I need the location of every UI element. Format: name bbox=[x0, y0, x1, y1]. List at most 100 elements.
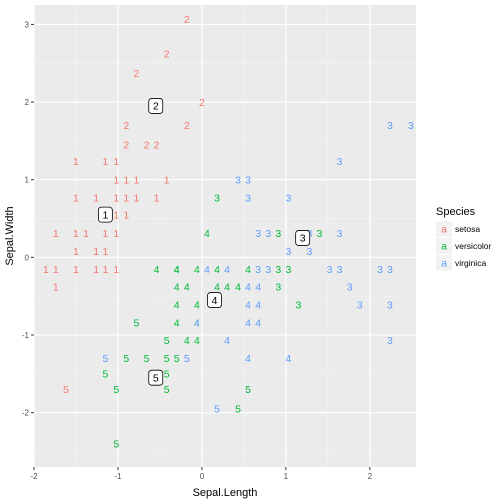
data-point-virginica: 3 bbox=[245, 192, 251, 204]
data-point-versicolor: 4 bbox=[214, 282, 220, 294]
x-tick-label: 1 bbox=[284, 472, 289, 481]
data-point-setosa: 1 bbox=[53, 228, 59, 240]
data-point-setosa: 1 bbox=[134, 175, 140, 187]
centroid-label: 3 bbox=[300, 233, 306, 245]
legend-key-bg bbox=[436, 255, 452, 271]
data-point-setosa: 1 bbox=[102, 228, 108, 240]
data-point-virginica: 3 bbox=[387, 120, 393, 132]
data-point-setosa: 2 bbox=[134, 68, 140, 80]
data-point-setosa: 1 bbox=[43, 264, 49, 276]
centroid-box bbox=[97, 206, 113, 223]
grid-lines bbox=[33, 5, 416, 467]
data-point-virginica: 3 bbox=[387, 264, 393, 276]
data-point-versicolor: 4 bbox=[235, 282, 241, 294]
data-point-versicolor: 5 bbox=[164, 335, 170, 347]
data-point-virginica: 5 bbox=[102, 353, 108, 365]
data-point-setosa: 2 bbox=[123, 140, 129, 152]
data-point-virginica: 3 bbox=[255, 264, 261, 276]
data-point-setosa: 5 bbox=[63, 384, 69, 396]
data-point-setosa: 1 bbox=[102, 246, 108, 258]
data-point-virginica: 4 bbox=[245, 282, 251, 294]
data-point-virginica: 3 bbox=[357, 300, 363, 312]
data-point-virginica: 3 bbox=[377, 264, 383, 276]
data-point-setosa: 1 bbox=[102, 156, 108, 168]
data-point-setosa: 1 bbox=[113, 209, 119, 221]
data-point-setosa: 1 bbox=[73, 228, 79, 240]
data-point-virginica: 4 bbox=[255, 317, 261, 329]
data-point-setosa: 2 bbox=[154, 140, 160, 152]
legend-key-bg bbox=[436, 238, 452, 254]
data-point-versicolor: 4 bbox=[245, 264, 251, 276]
data-point-setosa: 1 bbox=[73, 246, 79, 258]
data-point-versicolor: 5 bbox=[235, 404, 241, 416]
centroid-label: 5 bbox=[153, 373, 159, 385]
data-point-virginica: 3 bbox=[337, 264, 343, 276]
data-point-virginica: 3 bbox=[285, 192, 291, 204]
data-point-virginica: 3 bbox=[327, 264, 333, 276]
centroid-label: 4 bbox=[212, 295, 218, 307]
x-tick-label: -2 bbox=[30, 472, 38, 481]
data-point-versicolor: 3 bbox=[285, 264, 291, 276]
data-point-versicolor: 4 bbox=[174, 317, 180, 329]
y-tick-label: -1 bbox=[22, 331, 30, 340]
data-point-virginica: 4 bbox=[204, 264, 210, 276]
data-point-virginica: 3 bbox=[306, 246, 312, 258]
y-tick-label: 2 bbox=[25, 98, 30, 107]
data-point-virginica: 3 bbox=[265, 264, 271, 276]
data-point-versicolor: 4 bbox=[154, 264, 160, 276]
data-point-versicolor: 3 bbox=[275, 228, 281, 240]
data-point-setosa: 1 bbox=[73, 192, 79, 204]
data-point-setosa: 1 bbox=[53, 264, 59, 276]
legend-key-versicolor: a bbox=[441, 241, 447, 253]
centroid-label: 1 bbox=[102, 209, 108, 221]
data-point-versicolor: 5 bbox=[174, 353, 180, 365]
data-point-versicolor: 5 bbox=[134, 317, 140, 329]
panel-background bbox=[34, 5, 416, 467]
data-point-virginica: 3 bbox=[285, 246, 291, 258]
data-point-virginica: 4 bbox=[285, 353, 291, 365]
data-point-virginica: 4 bbox=[194, 317, 200, 329]
data-point-setosa: 1 bbox=[113, 264, 119, 276]
data-point-setosa: 2 bbox=[164, 49, 170, 61]
y-tick-label: 0 bbox=[25, 253, 30, 262]
data-point-virginica: 3 bbox=[408, 120, 414, 132]
data-point-versicolor: 4 bbox=[194, 335, 200, 347]
data-point-virginica: 4 bbox=[224, 335, 230, 347]
data-point-setosa: 2 bbox=[184, 120, 190, 132]
y-tick-label: 3 bbox=[25, 20, 30, 29]
data-point-versicolor: 4 bbox=[214, 264, 220, 276]
legend-key-bg bbox=[436, 221, 452, 237]
data-point-virginica: 3 bbox=[265, 228, 271, 240]
data-point-virginica: 3 bbox=[387, 335, 393, 347]
x-tick-label: 2 bbox=[368, 472, 373, 481]
data-point-setosa: 2 bbox=[184, 14, 190, 26]
data-point-setosa: 1 bbox=[93, 264, 99, 276]
data-point-versicolor: 4 bbox=[194, 264, 200, 276]
y-tick-label: 1 bbox=[25, 176, 30, 185]
y-tick-label: -2 bbox=[22, 409, 30, 418]
data-point-versicolor: 5 bbox=[164, 369, 170, 381]
data-point-virginica: 3 bbox=[337, 228, 343, 240]
data-point-virginica: 4 bbox=[245, 300, 251, 312]
data-point-virginica: 3 bbox=[347, 282, 353, 294]
data-point-versicolor: 3 bbox=[317, 228, 323, 240]
legend-label-versicolor: versicolor bbox=[455, 241, 492, 251]
data-point-virginica: 3 bbox=[235, 175, 241, 187]
data-point-setosa: 1 bbox=[53, 282, 59, 294]
axes: -2 -1 0 1 2 -2 -1 0 1 2 3 bbox=[22, 20, 373, 481]
data-point-setosa: 1 bbox=[123, 175, 129, 187]
data-point-versicolor: 4 bbox=[174, 264, 180, 276]
legend-label-virginica: virginica bbox=[455, 258, 486, 268]
data-point-versicolor: 4 bbox=[184, 335, 190, 347]
data-point-versicolor: 5 bbox=[164, 353, 170, 365]
data-point-versicolor: 5 bbox=[245, 384, 251, 396]
data-point-setosa: 2 bbox=[144, 140, 150, 152]
data-point-virginica: 3 bbox=[387, 300, 393, 312]
data-point-versicolor: 4 bbox=[184, 282, 190, 294]
data-point-versicolor: 3 bbox=[275, 282, 281, 294]
data-point-versicolor: 5 bbox=[123, 353, 129, 365]
data-point-setosa: 1 bbox=[154, 192, 160, 204]
